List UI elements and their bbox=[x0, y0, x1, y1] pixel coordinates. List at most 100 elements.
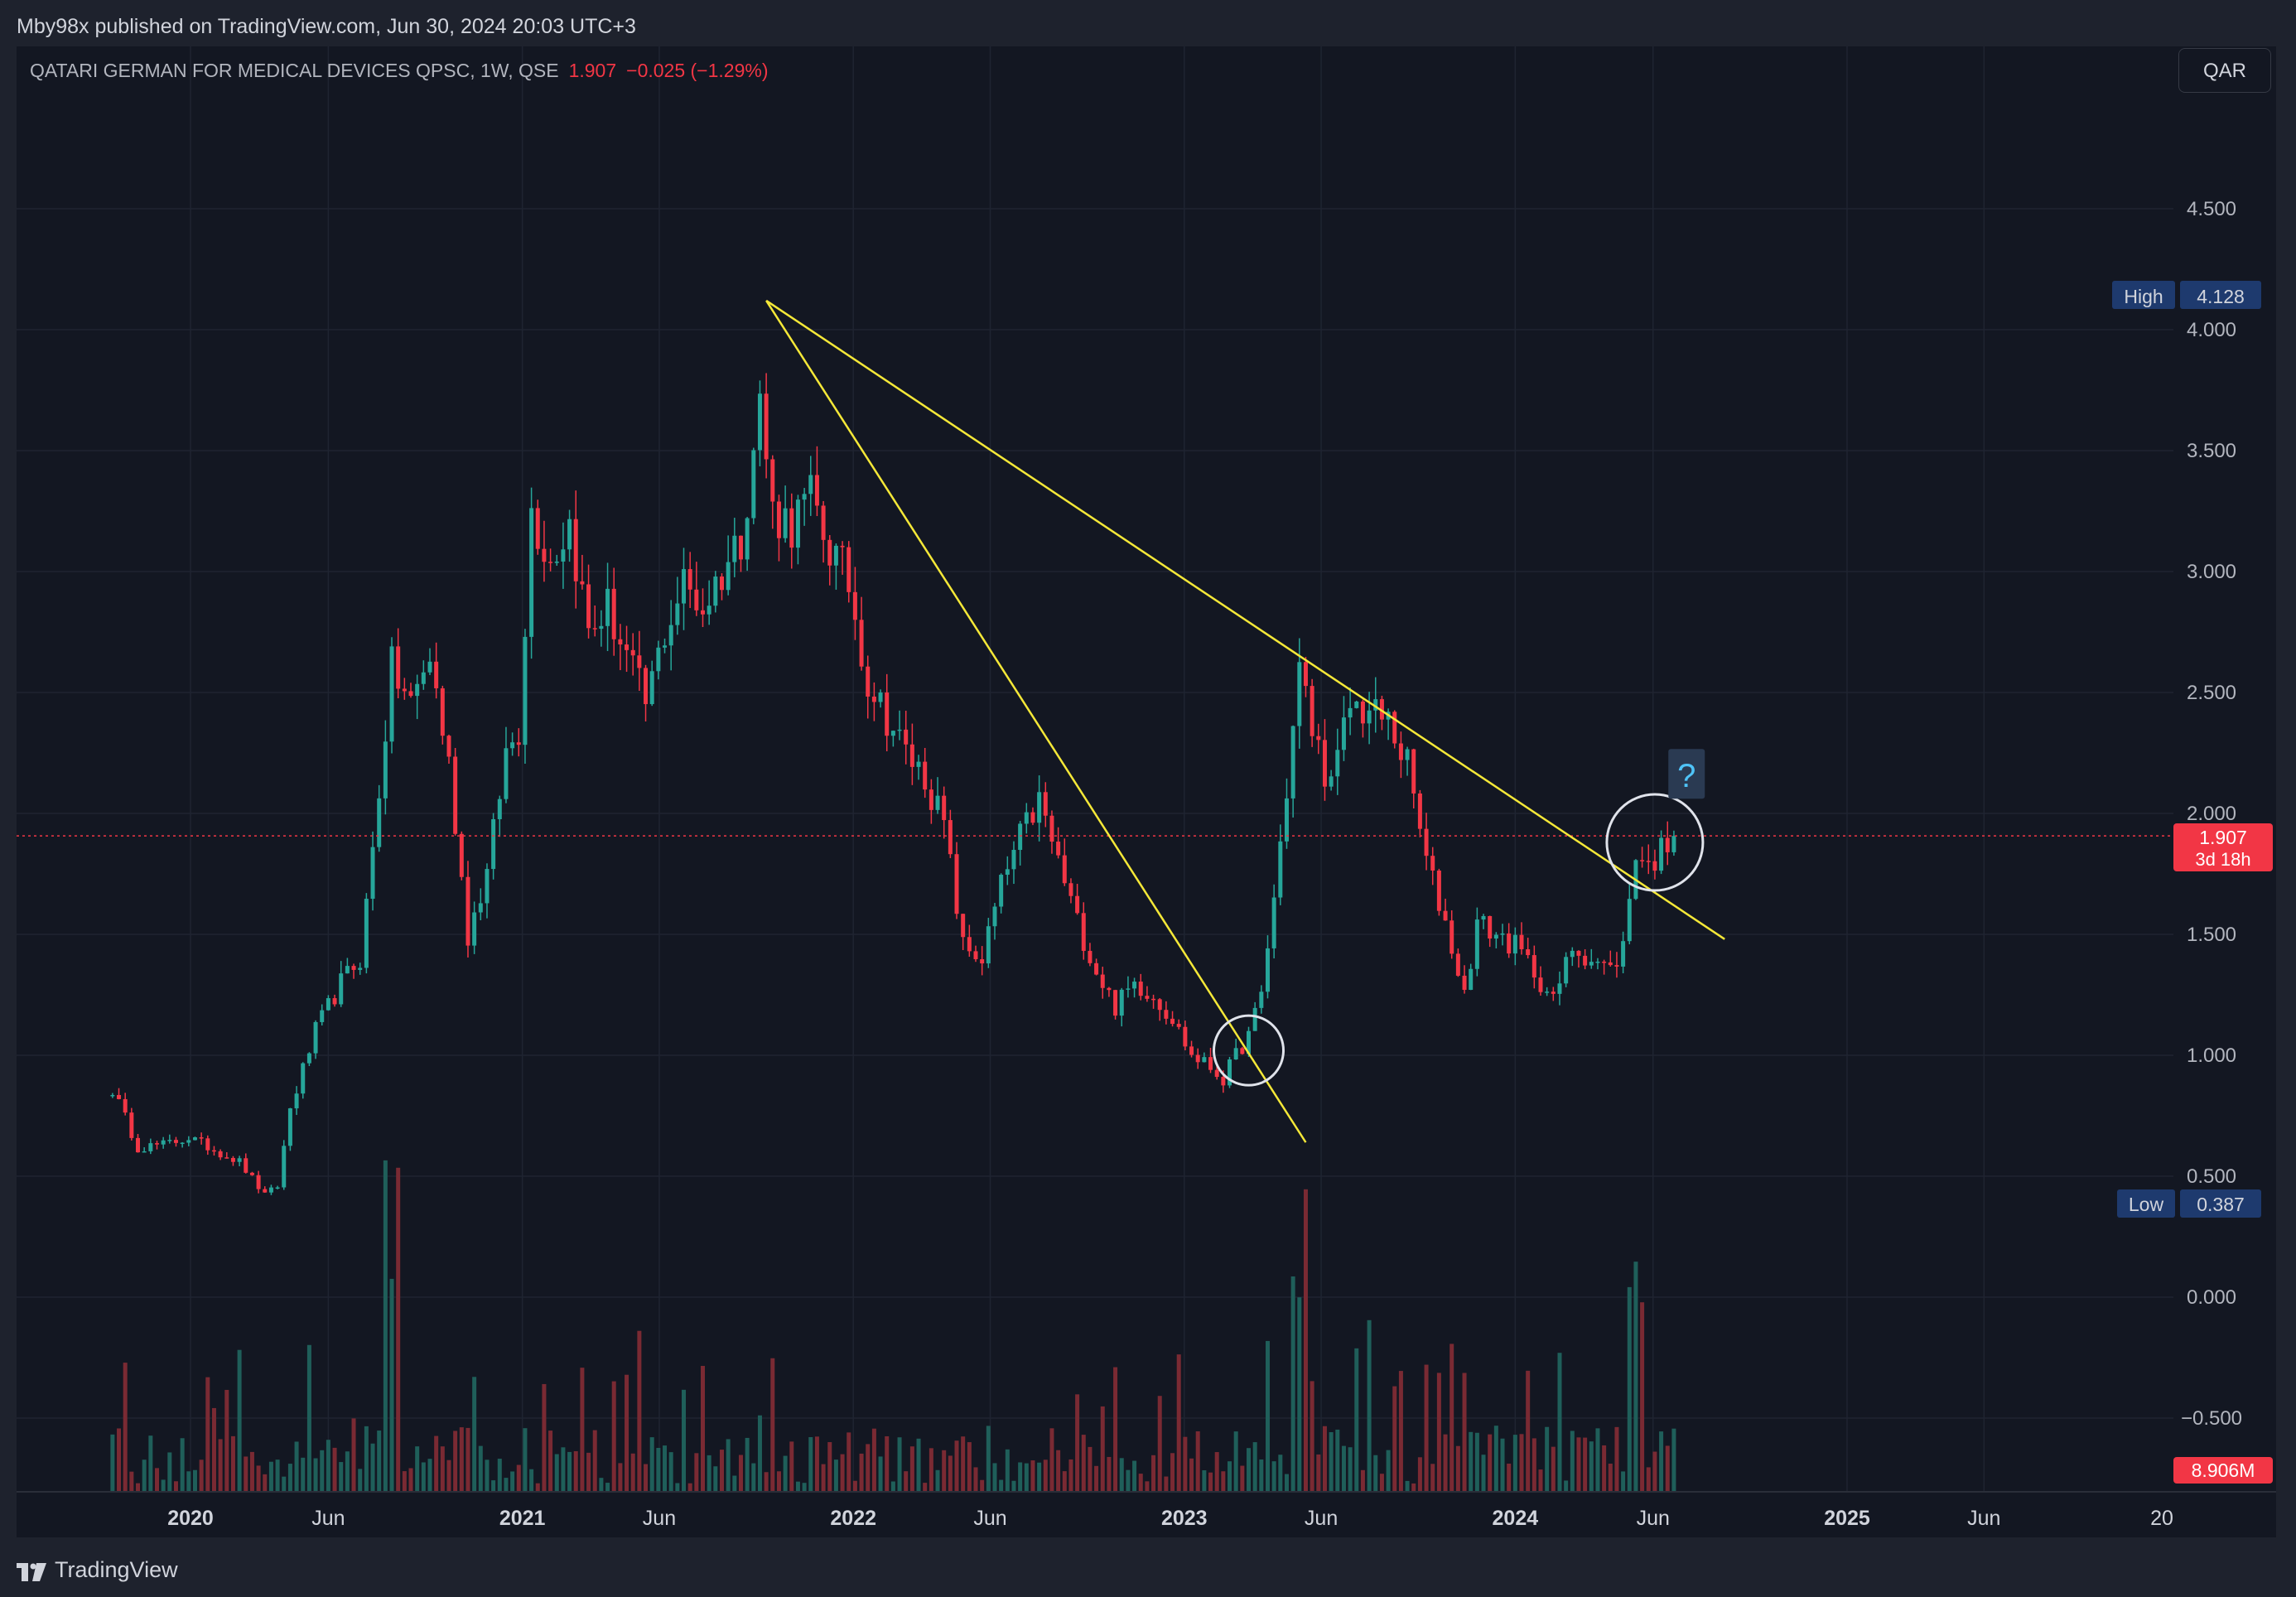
circle-annotation bbox=[1213, 1014, 1285, 1087]
candle-body bbox=[973, 951, 978, 960]
volume-bar bbox=[973, 1467, 978, 1492]
candle-body bbox=[1049, 815, 1054, 842]
volume-bar bbox=[529, 1469, 534, 1492]
volume-bar bbox=[1652, 1451, 1657, 1492]
volume-bar bbox=[1373, 1455, 1378, 1492]
time-axis[interactable]: 2020 Jun 2021 Jun 2022 Jun 2023 Jun 2024 Jun 2025 J… bbox=[167, 1507, 2173, 1530]
candle-body bbox=[871, 696, 876, 702]
volume-bar bbox=[1551, 1446, 1556, 1492]
volume-bar bbox=[1145, 1481, 1150, 1492]
question-annotation[interactable]: ? bbox=[1668, 749, 1705, 799]
price-axis[interactable]: 4.500 4.000 3.500 3.000 2.500 2.000 1.500 1.000… bbox=[2181, 198, 2242, 1430]
circle-annotations[interactable] bbox=[1213, 793, 1705, 1087]
candle-body bbox=[1411, 749, 1416, 794]
price-chart[interactable]: ? 4.500 4.000 3.500 3.000 2.500 2.000 1.500 1.0… bbox=[17, 46, 2276, 1537]
volume-bar bbox=[916, 1438, 921, 1492]
tradingview-logo-icon bbox=[17, 1561, 46, 1581]
candle-body bbox=[789, 508, 794, 548]
candle-body bbox=[282, 1146, 287, 1188]
volume-bars bbox=[110, 1160, 1676, 1492]
volume-bar bbox=[186, 1471, 191, 1492]
price-tick-label: −0.500 bbox=[2181, 1407, 2242, 1430]
candle-body bbox=[833, 545, 838, 566]
candle-body bbox=[249, 1172, 254, 1175]
volume-bar bbox=[1576, 1437, 1581, 1492]
candle-body bbox=[1519, 934, 1524, 949]
volume-bar bbox=[1602, 1445, 1607, 1492]
volume-bar bbox=[1018, 1462, 1023, 1492]
volume-bar bbox=[580, 1368, 585, 1492]
candle-body bbox=[1221, 1077, 1226, 1086]
candle-body bbox=[630, 649, 635, 656]
volume-bar bbox=[1348, 1447, 1353, 1492]
time-tick-label: 2023 bbox=[1161, 1507, 1208, 1530]
candle-body bbox=[1335, 750, 1340, 777]
volume-bar bbox=[129, 1471, 134, 1492]
candle-body bbox=[1443, 910, 1448, 921]
candle-body bbox=[1329, 776, 1334, 787]
candle-body bbox=[1398, 743, 1403, 760]
chart-area[interactable]: ? 4.500 4.000 3.500 3.000 2.500 2.000 1.500 1.0… bbox=[17, 46, 2276, 1537]
volume-bar bbox=[967, 1442, 972, 1492]
price-tick-label: 1.500 bbox=[2187, 924, 2236, 946]
volume-bar bbox=[1183, 1436, 1188, 1492]
candle-body bbox=[1265, 948, 1270, 992]
volume-bar bbox=[1208, 1472, 1213, 1492]
candle-body bbox=[573, 519, 578, 581]
volume-bar bbox=[668, 1452, 673, 1492]
candle-body bbox=[1531, 955, 1536, 978]
candle-body bbox=[1652, 861, 1657, 871]
publish-header: Mby98x published on TradingView.com, Jun… bbox=[0, 0, 2296, 46]
candle-body bbox=[1595, 961, 1600, 963]
candle-body bbox=[961, 914, 966, 938]
volume-bar bbox=[1469, 1431, 1474, 1492]
volume-bar bbox=[1126, 1469, 1131, 1492]
volume-bar bbox=[434, 1435, 439, 1492]
candle-body bbox=[1417, 793, 1422, 829]
candle-body bbox=[1570, 950, 1575, 958]
candle-body bbox=[1278, 841, 1283, 898]
candle-body bbox=[415, 683, 420, 697]
volume-bar bbox=[287, 1464, 292, 1492]
volume-bar bbox=[1417, 1457, 1422, 1492]
candle-body bbox=[465, 876, 470, 946]
volume-bar bbox=[1640, 1302, 1645, 1492]
candle-body bbox=[802, 494, 807, 500]
volume-bar bbox=[1240, 1465, 1245, 1492]
candle-body bbox=[1671, 836, 1676, 852]
volume-bar bbox=[358, 1469, 363, 1492]
candle-body bbox=[332, 998, 337, 1005]
candle-body bbox=[402, 688, 407, 692]
candle-body bbox=[1602, 961, 1607, 963]
volume-bar bbox=[256, 1465, 261, 1492]
volume-bar bbox=[230, 1435, 235, 1492]
price-tick-label: 3.500 bbox=[2187, 440, 2236, 462]
volume-bar bbox=[282, 1476, 287, 1492]
candle-body bbox=[421, 672, 426, 684]
candle-body bbox=[980, 959, 985, 964]
volume-bar bbox=[1455, 1445, 1460, 1492]
price-tick-label: 4.500 bbox=[2187, 198, 2236, 220]
tradingview-brand[interactable]: TradingView bbox=[17, 1557, 178, 1583]
candle-body bbox=[738, 535, 743, 560]
candle-body bbox=[923, 761, 928, 790]
currency-button[interactable]: QAR bbox=[2178, 48, 2271, 93]
volume-bar bbox=[814, 1436, 819, 1492]
candle-body bbox=[625, 644, 629, 650]
candle-body bbox=[1132, 982, 1137, 989]
candle-body bbox=[1075, 895, 1080, 914]
candle-body bbox=[459, 833, 464, 877]
volume-bar bbox=[890, 1481, 895, 1492]
candle-body bbox=[154, 1143, 159, 1145]
volume-bar bbox=[1265, 1340, 1270, 1492]
volume-bar bbox=[377, 1431, 382, 1492]
volume-bar bbox=[491, 1480, 496, 1492]
candle-body bbox=[263, 1189, 268, 1193]
candle-body bbox=[1189, 1046, 1194, 1055]
candle-body bbox=[1608, 962, 1613, 966]
volume-bar bbox=[1589, 1441, 1594, 1492]
candle-body bbox=[1157, 999, 1162, 1011]
trendlines[interactable] bbox=[765, 299, 1725, 1143]
volume-bar bbox=[1189, 1458, 1194, 1492]
volume-bar bbox=[504, 1478, 509, 1492]
